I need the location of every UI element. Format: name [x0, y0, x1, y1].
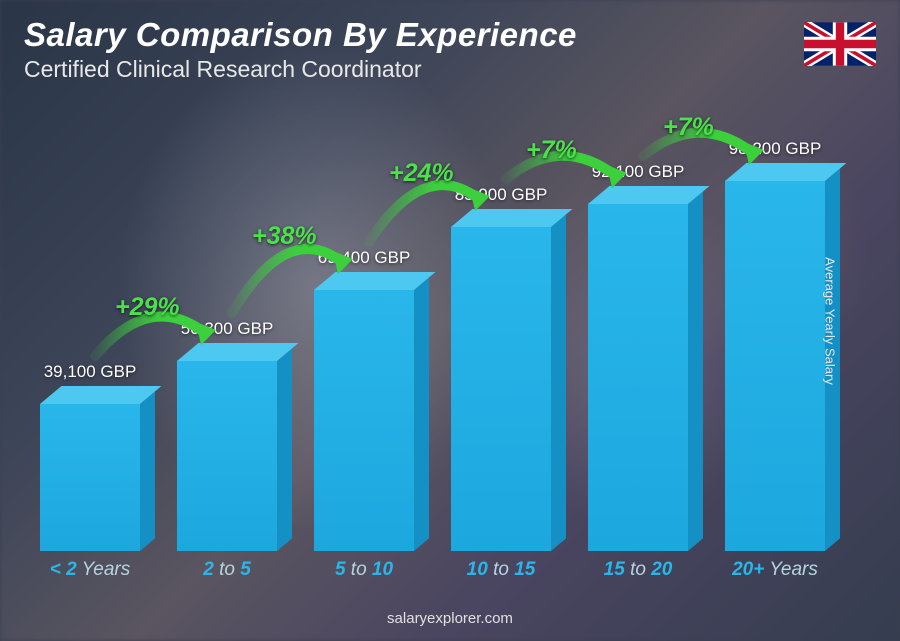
- bar-top: [451, 209, 572, 227]
- bar-value-label: 98,200 GBP: [729, 139, 822, 159]
- header: Salary Comparison By Experience Certifie…: [24, 16, 876, 83]
- x-axis-label: 15 to 20: [578, 559, 698, 581]
- bar-3d: [725, 181, 825, 551]
- x-axis-label: 20+ Years: [715, 559, 835, 581]
- page-title: Salary Comparison By Experience: [24, 16, 876, 54]
- uk-flag-icon: [804, 22, 876, 66]
- x-axis-label: 5 to 10: [304, 559, 424, 581]
- bar-3d: [177, 361, 277, 551]
- bar-value-label: 92,100 GBP: [592, 162, 685, 182]
- bar-top: [314, 272, 435, 290]
- bar-value-label: 39,100 GBP: [44, 362, 137, 382]
- chart-area: 39,100 GBP < 2 Years 50,300 GBP 2 to 5 69,40…: [30, 111, 855, 581]
- bar-front: [588, 204, 688, 551]
- bar-side: [414, 277, 429, 551]
- y-axis-label: Average Yearly Salary: [823, 257, 838, 385]
- bar-front: [177, 361, 277, 551]
- bar-3d: [40, 404, 140, 551]
- bar-value-label: 85,900 GBP: [455, 185, 548, 205]
- bar-side: [688, 191, 703, 551]
- x-axis-label: < 2 Years: [30, 559, 150, 581]
- bar-front: [725, 181, 825, 551]
- bar-value-label: 50,300 GBP: [181, 319, 274, 339]
- growth-pct-label: +29%: [115, 293, 180, 322]
- growth-pct-label: +7%: [663, 113, 714, 142]
- bar-side: [551, 214, 566, 551]
- bar-front: [451, 227, 551, 551]
- bar-side: [277, 348, 292, 551]
- x-axis-label: 2 to 5: [167, 559, 287, 581]
- x-axis-label: 10 to 15: [441, 559, 561, 581]
- growth-pct-label: +38%: [252, 222, 317, 251]
- bar-side: [140, 391, 155, 551]
- growth-pct-label: +24%: [389, 159, 454, 188]
- footer-credit: salaryexplorer.com: [0, 610, 900, 627]
- page-subtitle: Certified Clinical Research Coordinator: [24, 56, 876, 83]
- bar-front: [314, 290, 414, 551]
- bar-front: [40, 404, 140, 551]
- bar-top: [40, 386, 161, 404]
- bar-value-label: 69,400 GBP: [318, 248, 411, 268]
- bar-3d: [314, 290, 414, 551]
- growth-pct-label: +7%: [526, 136, 577, 165]
- bar-top: [588, 186, 709, 204]
- bar-top: [725, 163, 846, 181]
- bar-top: [177, 343, 298, 361]
- bar-3d: [451, 227, 551, 551]
- bar-3d: [588, 204, 688, 551]
